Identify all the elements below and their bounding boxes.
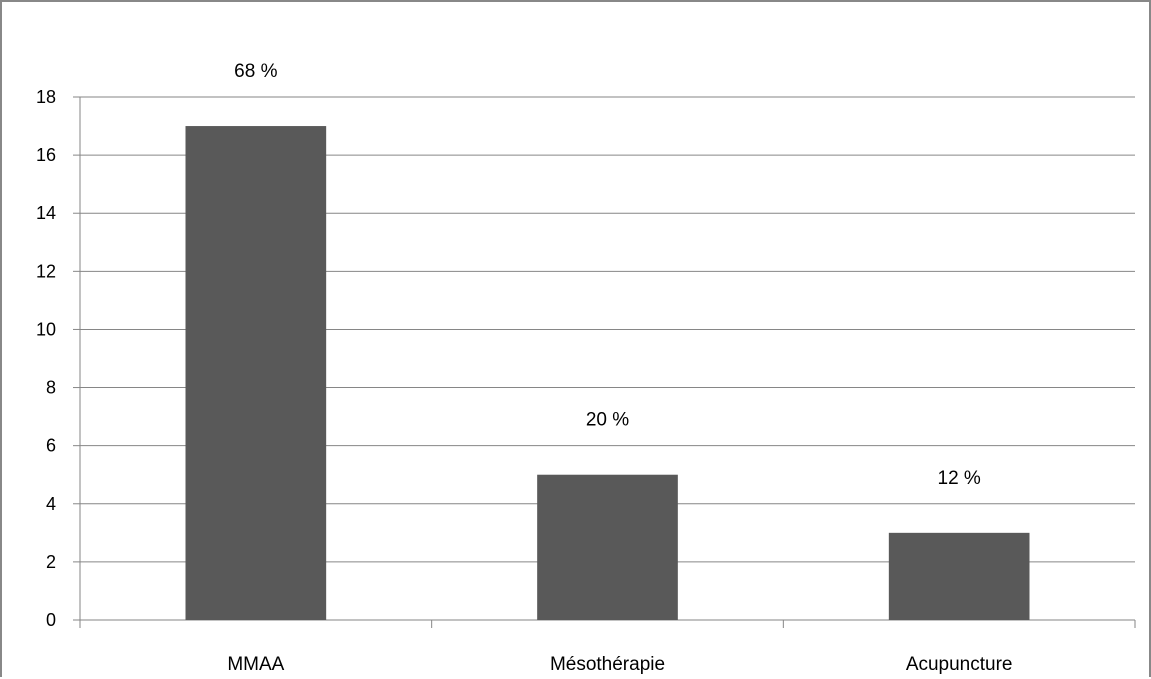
- y-tick-label: 18: [36, 87, 56, 107]
- bar-m-soth-rapie: [537, 474, 678, 620]
- x-category-label: Acupuncture: [906, 654, 1013, 675]
- data-label: 20 %: [586, 410, 629, 431]
- x-category-label: Mésothérapie: [550, 654, 665, 675]
- bar-acupuncture: [888, 532, 1030, 620]
- y-tick-label: 0: [46, 610, 56, 630]
- y-tick-label: 6: [46, 436, 56, 456]
- x-category-label: MMAA: [227, 654, 284, 675]
- y-tick-label: 2: [46, 552, 56, 572]
- data-label: 68 %: [234, 61, 277, 82]
- y-tick-label: 16: [36, 145, 56, 165]
- y-tick-label: 12: [36, 261, 56, 281]
- y-tick-label: 10: [36, 319, 56, 339]
- y-tick-label: 8: [46, 378, 56, 398]
- bar-mmaa: [185, 126, 327, 621]
- y-tick-label: 14: [36, 203, 56, 223]
- data-label: 12 %: [938, 468, 981, 489]
- y-tick-label: 4: [46, 494, 56, 514]
